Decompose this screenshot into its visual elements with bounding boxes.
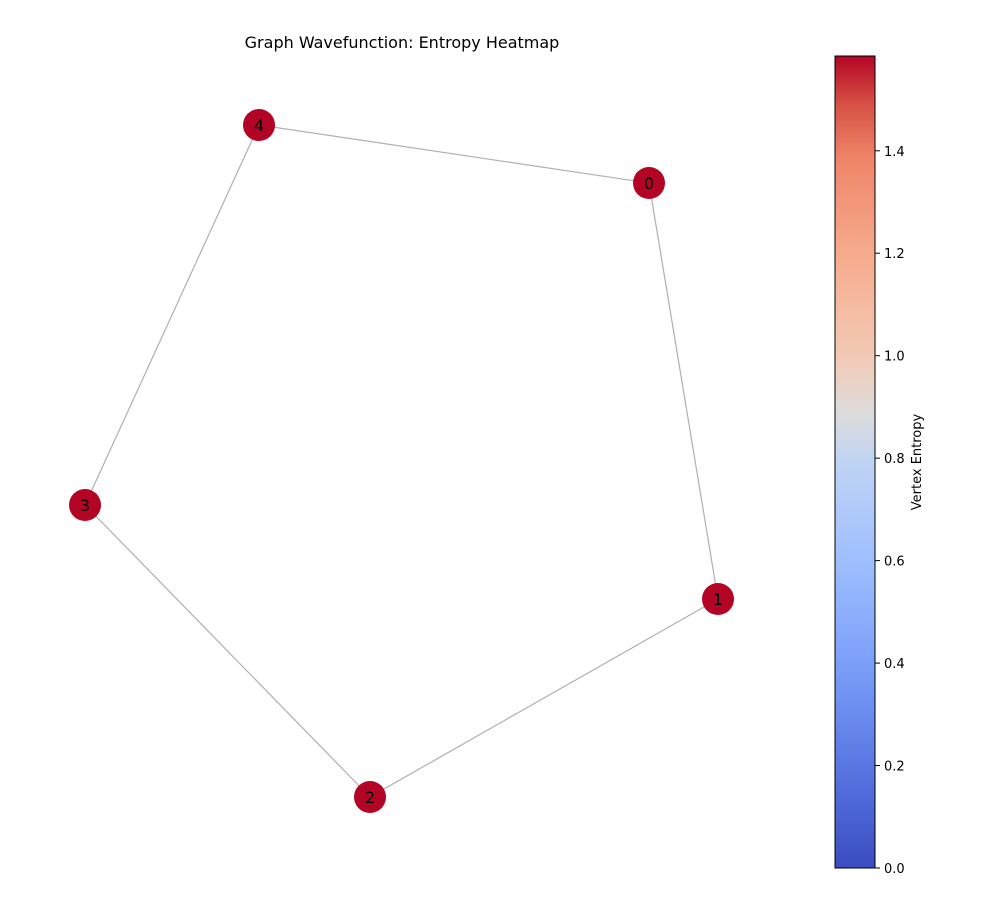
edge-4-0 [258, 124, 650, 184]
node-circle-1 [702, 583, 734, 615]
node-1: 1 [702, 583, 734, 615]
edge-2-3 [84, 504, 371, 798]
node-2: 2 [354, 781, 386, 813]
node-label-0: 0 [644, 174, 654, 193]
colorbar-label: Vertex Entropy [910, 413, 925, 510]
node-circle-0 [633, 167, 665, 199]
node-label-3: 3 [80, 496, 90, 515]
colorbar-tick-label-1.4: 1.4 [884, 145, 905, 160]
node-0: 0 [633, 167, 665, 199]
colorbar-tick-label-1.0: 1.0 [884, 350, 905, 365]
colorbar-tick-label-0.6: 0.6 [884, 555, 905, 570]
node-label-4: 4 [254, 116, 264, 135]
colorbar-tick-label-0.2: 0.2 [884, 760, 905, 775]
nodes-layer: 0 1 2 3 4 [69, 109, 734, 813]
colorbar-tick-label-0.8: 0.8 [884, 452, 905, 467]
edges-layer [84, 124, 719, 798]
node-label-2: 2 [365, 788, 375, 807]
edge-1-2 [369, 598, 719, 798]
colorbar-tick-label-0.4: 0.4 [884, 657, 905, 672]
colorbar-bar [834, 55, 876, 869]
node-circle-3 [69, 489, 101, 521]
edge-0-1 [648, 182, 719, 600]
node-label-1: 1 [713, 590, 723, 609]
colorbar-ticks: 0.0 0.2 0.4 0.6 0.8 1.0 1.2 1.4 [875, 145, 905, 877]
colorbar-tick-label-1.2: 1.2 [884, 247, 905, 262]
node-4: 4 [243, 109, 275, 141]
edge-3-4 [84, 124, 260, 506]
node-circle-2 [354, 781, 386, 813]
colorbar: 0.0 0.2 0.4 0.6 0.8 1.0 1.2 1.4 Vertex Entropy [834, 55, 925, 877]
chart-title: Graph Wavefunction: Entropy Heatmap [245, 33, 560, 52]
colorbar-tick-label-0.0: 0.0 [884, 862, 905, 877]
node-circle-4 [243, 109, 275, 141]
node-3: 3 [69, 489, 101, 521]
